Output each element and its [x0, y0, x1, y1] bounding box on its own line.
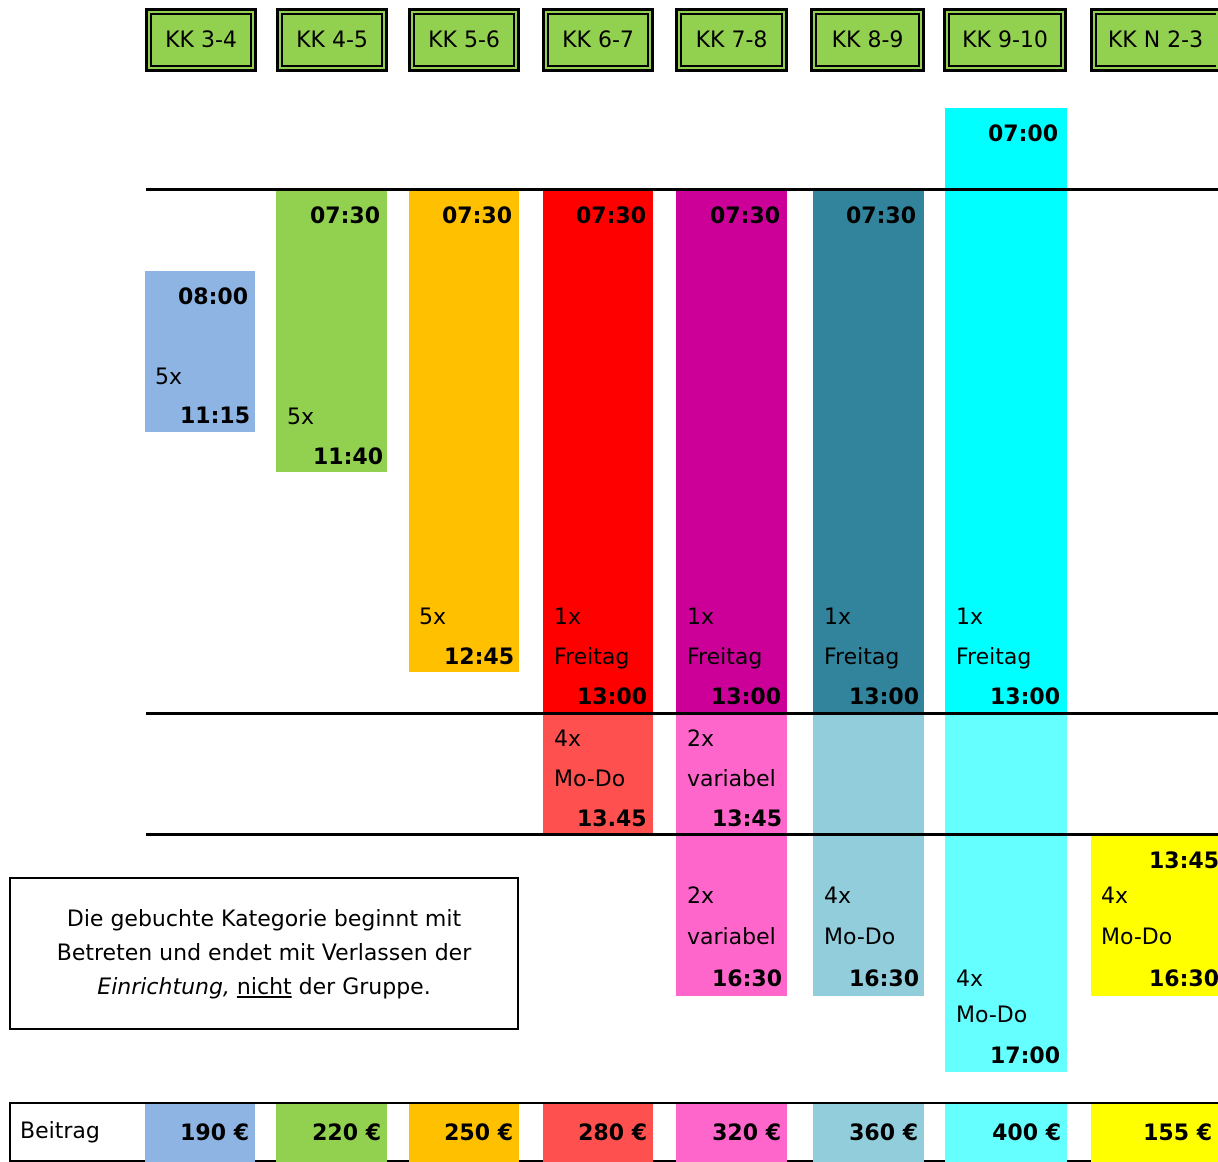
kk89-days3: Mo-Do	[824, 925, 896, 950]
kk89-end: 13:00	[849, 685, 920, 710]
kk45-count: 5x	[287, 405, 315, 430]
block-kk78-extra	[676, 713, 787, 996]
header-kk-6-7: KK 6-7	[542, 8, 654, 72]
block-kk56	[409, 190, 519, 672]
kk89-start: 07:30	[846, 204, 917, 229]
divider-1300	[146, 712, 1218, 715]
kk67-count: 1x	[554, 605, 582, 630]
kk45-end: 11:40	[313, 445, 384, 470]
fee-kk56: 250 €	[409, 1104, 519, 1162]
kk56-end: 12:45	[444, 645, 515, 670]
block-kk67-main	[543, 190, 653, 713]
fee-kk34: 190 €	[145, 1104, 255, 1162]
header-kk-9-10: KK 9-10	[943, 8, 1067, 72]
kk78-end2: 13:45	[712, 807, 783, 832]
fee-kk89: 360 €	[813, 1104, 924, 1162]
kk78-start: 07:30	[710, 204, 781, 229]
kk67-count2: 4x	[554, 727, 582, 752]
kk67-day: Freitag	[554, 645, 630, 670]
note-box: Die gebuchte Kategorie beginnt mit Betre…	[9, 877, 519, 1030]
block-kk910-main	[945, 108, 1067, 713]
kk67-end2: 13.45	[577, 807, 647, 832]
note-line-2: Betreten und endet mit Verlassen der	[56, 940, 472, 966]
note-line-3-a: Einrichtung,	[97, 974, 237, 1000]
kkn23-end: 16:30	[1149, 967, 1218, 992]
kk34-count: 5x	[155, 365, 183, 390]
kk34-end: 11:15	[180, 404, 251, 429]
note-line-1: Die gebuchte Kategorie beginnt mit	[66, 906, 462, 932]
kk78-end3: 16:30	[712, 967, 783, 992]
header-label: KK 3-4	[165, 27, 237, 53]
note-line-3-c: der Gruppe.	[291, 974, 431, 1000]
kk34-start: 08:00	[178, 285, 249, 310]
kk67-days2: Mo-Do	[554, 767, 626, 792]
divider-0730	[146, 188, 1218, 191]
kk910-days3: Mo-Do	[956, 1003, 1028, 1028]
block-kk78-main	[676, 190, 787, 713]
fee-kk67: 280 €	[543, 1104, 653, 1162]
kk67-start: 07:30	[576, 204, 647, 229]
kk89-end3: 16:30	[849, 967, 920, 992]
block-kk89-extra	[813, 713, 924, 996]
kk910-day: Freitag	[956, 645, 1032, 670]
header-label: KK 6-7	[562, 27, 634, 53]
header-kk-n-2-3: KK N 2-3	[1090, 8, 1218, 72]
kk910-end3: 17:00	[990, 1044, 1061, 1069]
kkn23-count: 4x	[1101, 884, 1129, 909]
header-kk-4-5: KK 4-5	[276, 8, 388, 72]
kk78-days3: variabel	[687, 925, 776, 950]
kk78-count2: 2x	[687, 727, 715, 752]
kk910-end: 13:00	[990, 685, 1061, 710]
block-kk89-main	[813, 190, 924, 713]
header-label: KK N 2-3	[1107, 27, 1204, 53]
note-emphasis: nicht	[236, 974, 292, 1000]
fee-label: Beitrag	[20, 1119, 100, 1144]
kk89-count: 1x	[824, 605, 852, 630]
header-label: KK 9-10	[962, 27, 1048, 53]
block-kk910-extra	[945, 713, 1067, 1072]
kk78-count: 1x	[687, 605, 715, 630]
kk89-count3: 4x	[824, 884, 852, 909]
kk78-end: 13:00	[711, 685, 782, 710]
kk89-day: Freitag	[824, 645, 900, 670]
kk45-start: 07:30	[310, 204, 381, 229]
header-kk-8-9: KK 8-9	[810, 8, 925, 72]
kk67-end: 13:00	[577, 685, 648, 710]
kk78-day: Freitag	[687, 645, 763, 670]
fee-kk78: 320 €	[676, 1104, 787, 1162]
block-kk34	[145, 271, 255, 432]
kk78-count3: 2x	[687, 884, 715, 909]
block-kkn23	[1091, 835, 1218, 996]
block-kk45	[276, 190, 387, 472]
divider-1345	[146, 833, 1218, 836]
kk910-count3: 4x	[956, 967, 984, 992]
header-kk-3-4: KK 3-4	[145, 8, 257, 72]
kk56-count: 5x	[419, 605, 447, 630]
kk910-count: 1x	[956, 605, 984, 630]
header-label: KK 8-9	[831, 27, 904, 53]
block-kk67-extra	[543, 713, 653, 835]
header-label: KK 5-6	[428, 27, 500, 53]
header-label: KK 7-8	[695, 27, 768, 53]
fee-kk45: 220 €	[276, 1104, 387, 1162]
fee-kkn23: 155 €	[1091, 1104, 1218, 1162]
header-kk-5-6: KK 5-6	[408, 8, 520, 72]
fee-kk910: 400 €	[945, 1104, 1067, 1162]
kk56-start: 07:30	[442, 204, 513, 229]
kkn23-days: Mo-Do	[1101, 925, 1173, 950]
kkn23-start: 13:45	[1149, 849, 1218, 874]
kk78-days2: variabel	[687, 767, 776, 792]
header-kk-7-8: KK 7-8	[675, 8, 788, 72]
note-line-3: Einrichtung, nicht der Gruppe.	[57, 971, 472, 1005]
header-label: KK 4-5	[296, 27, 368, 53]
kk910-start: 07:00	[988, 122, 1059, 147]
